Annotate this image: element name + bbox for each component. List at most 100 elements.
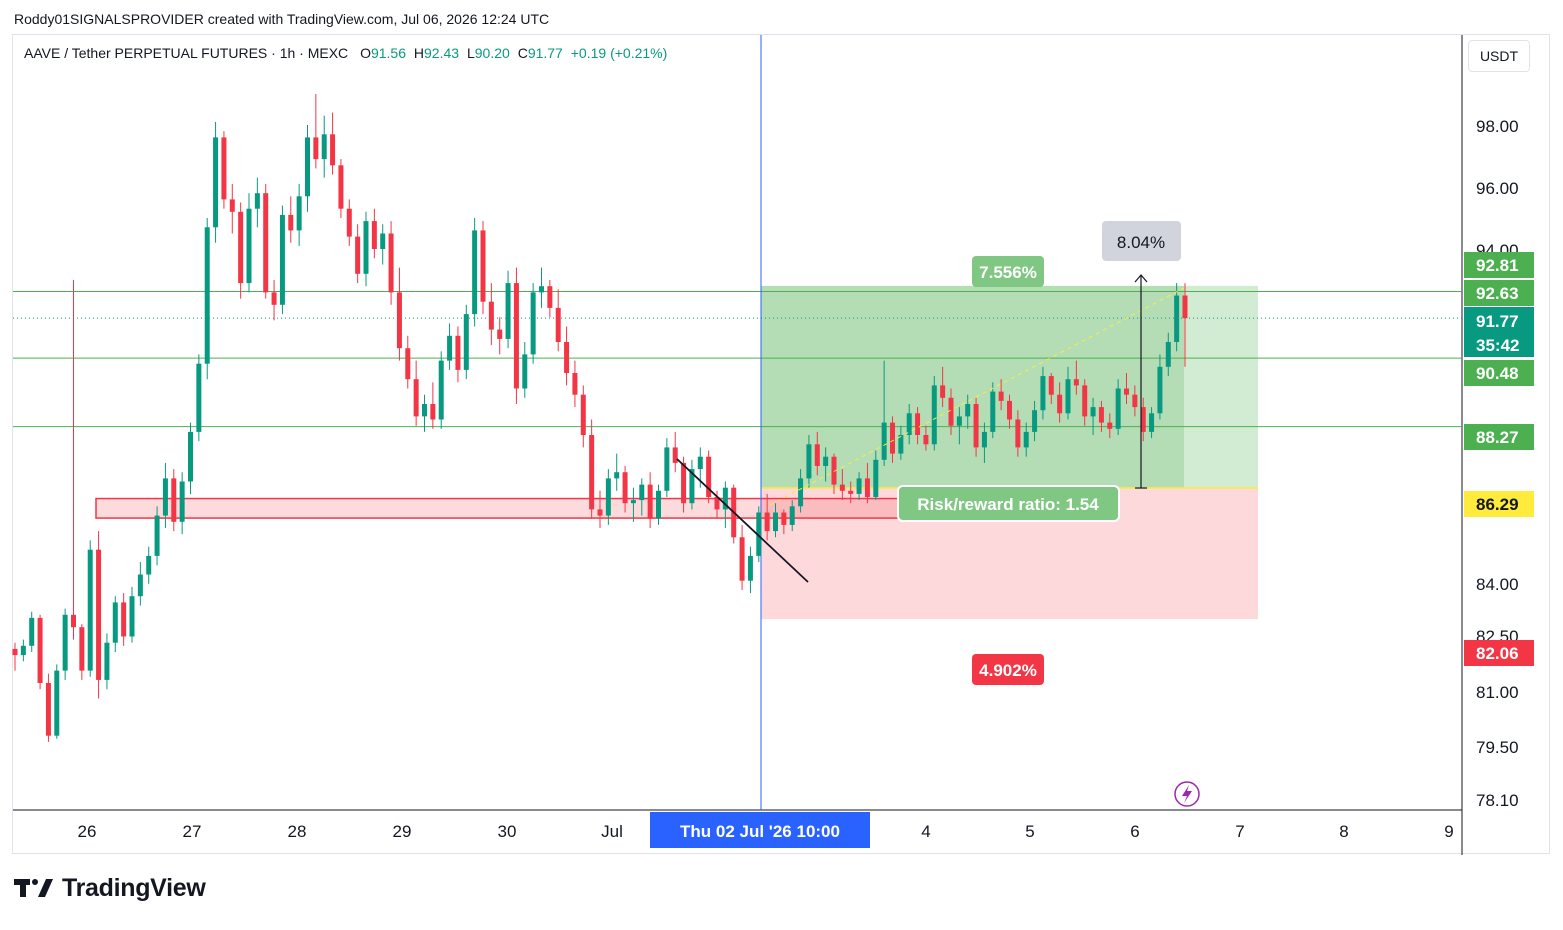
candle-body	[20, 645, 26, 656]
candle-body	[204, 227, 210, 364]
price-badge	[1464, 280, 1534, 306]
price-tick: 96.00	[1476, 179, 1519, 198]
candle-body	[530, 292, 536, 355]
candle-body	[1090, 407, 1096, 417]
candle-body	[263, 193, 269, 293]
candle-body	[188, 431, 193, 482]
candle-body	[630, 500, 636, 504]
candle-body	[355, 236, 361, 274]
time-tick: 9	[1444, 822, 1453, 841]
candle-body	[722, 487, 728, 510]
candle-body	[296, 196, 302, 231]
candle-body	[104, 642, 110, 680]
candle-body	[931, 385, 937, 445]
candle-body	[430, 404, 436, 420]
price-badge	[1464, 491, 1534, 517]
candle-body	[313, 137, 319, 160]
stop-pct-label: 4.902%	[979, 661, 1037, 680]
trend-line[interactable]	[676, 458, 809, 583]
target-zone[interactable]	[761, 285, 1184, 489]
target-pct-box	[972, 256, 1044, 287]
symbol-legend: AAVE / Tether PERPETUAL FUTURES · 1h · M…	[24, 45, 667, 61]
candle-body	[781, 512, 787, 525]
candle-body	[965, 404, 971, 417]
candle-body	[589, 435, 595, 510]
candle-body	[1132, 394, 1138, 408]
candle-body	[706, 456, 712, 497]
candle-body	[121, 602, 127, 637]
time-tick: 6	[1130, 822, 1139, 841]
candle-body	[338, 165, 344, 209]
crosshair-time-label: Thu 02 Jul '26 10:00	[680, 822, 840, 841]
candle-body	[96, 549, 102, 680]
candle-body	[1048, 376, 1054, 395]
candle-body	[990, 391, 996, 432]
candle-body	[798, 478, 804, 507]
candle-body	[472, 230, 478, 315]
high-label: H	[413, 45, 425, 61]
time-tick: 26	[78, 822, 97, 841]
candle-body	[873, 459, 879, 497]
candle-body	[923, 435, 929, 445]
candle-body	[396, 292, 402, 349]
crosshair-time-box	[650, 812, 870, 848]
symbol-title[interactable]: AAVE / Tether PERPETUAL FUTURES · 1h · M…	[24, 45, 349, 61]
candle-body	[948, 397, 954, 426]
candle-body	[1015, 419, 1021, 448]
rr-label: Risk/reward ratio: 1.54	[917, 495, 1099, 514]
candle-body	[881, 422, 887, 460]
target-zone-projection	[1184, 285, 1258, 489]
candle-body	[447, 335, 453, 361]
candle-body	[305, 137, 310, 197]
candle-body	[898, 435, 904, 454]
time-tick: 8	[1339, 822, 1348, 841]
candle-body	[580, 394, 586, 435]
candle-body	[279, 214, 285, 305]
open-value: 91.56	[370, 45, 406, 61]
candle-body	[71, 614, 76, 628]
candle-body	[848, 490, 854, 494]
candle-body	[112, 602, 118, 643]
candle-body	[463, 314, 469, 370]
candle-body	[664, 447, 670, 491]
currency-selector[interactable]: USDT	[1468, 40, 1530, 72]
price-tick: 79.50	[1476, 738, 1519, 757]
candle-body	[388, 233, 394, 293]
support-zone[interactable]	[95, 497, 944, 519]
candle-body	[413, 379, 419, 417]
low-value: 90.20	[474, 45, 510, 61]
candle-body	[321, 134, 327, 160]
price-badge-label: 82.06	[1476, 644, 1519, 663]
tradingview-logo-icon	[14, 877, 54, 901]
stop-pct-box	[972, 654, 1044, 685]
candle-body	[572, 373, 578, 395]
change-value: +0.19 (+0.21%)	[570, 45, 668, 61]
rr-box	[897, 485, 1120, 522]
measure-label-box	[1102, 221, 1181, 261]
candle-body	[973, 404, 979, 448]
price-tick: 78.10	[1476, 791, 1519, 810]
candle-body	[1023, 431, 1029, 448]
price-badge	[1464, 307, 1534, 357]
open-label: O	[360, 45, 371, 61]
candle-body	[764, 512, 770, 532]
candle-body	[1115, 388, 1121, 429]
candle-body	[54, 670, 60, 736]
candle-body	[288, 214, 294, 231]
candle-body	[564, 342, 570, 373]
candle-body	[1057, 394, 1063, 414]
candle-body	[330, 134, 336, 166]
price-badge-label: 92.63	[1476, 284, 1519, 303]
high-value: 92.43	[424, 45, 460, 61]
time-tick: 4	[921, 822, 930, 841]
candle-body	[547, 286, 553, 308]
candle-body	[756, 512, 762, 556]
candle-body	[714, 497, 720, 510]
candle-body	[480, 230, 486, 302]
candle-body	[639, 484, 645, 501]
candle-body	[1157, 366, 1163, 414]
candle-body	[371, 221, 377, 249]
price-tick: 81.00	[1476, 683, 1519, 702]
price-tick: 84.00	[1476, 575, 1519, 594]
